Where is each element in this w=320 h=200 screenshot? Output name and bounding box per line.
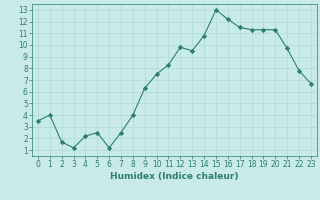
X-axis label: Humidex (Indice chaleur): Humidex (Indice chaleur)	[110, 172, 239, 181]
